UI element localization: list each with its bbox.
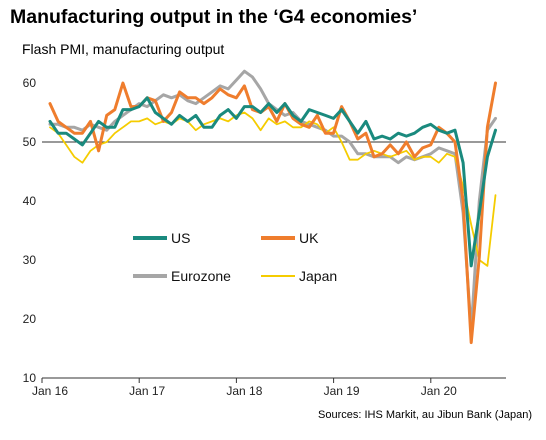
legend-label-eurozone: Eurozone [171,268,231,284]
y-tick-label: 10 [23,371,37,385]
x-tick-label: Jan 20 [421,384,457,398]
axes: 10 20 30 40 50 60 Jan 16 Jan 17 Jan 18 Jan 19 Jan … [23,76,506,398]
y-tick-label: 20 [23,312,37,326]
series-lines [48,69,497,345]
y-tick-label: 50 [23,135,37,149]
y-tick-label: 30 [23,253,37,267]
x-tick-label: Jan 19 [324,384,360,398]
x-tick-label: Jan 18 [226,384,262,398]
series-line-japan [49,111,497,267]
x-tick-label: Jan 16 [32,384,68,398]
legend: US UK Eurozone Japan [133,230,337,284]
legend-label-us: US [171,230,190,246]
source-note: Sources: IHS Markit, au Jibun Bank (Japa… [318,409,532,421]
y-tick-label: 40 [23,194,37,208]
legend-label-uk: UK [299,230,319,246]
legend-label-japan: Japan [299,268,337,284]
x-tick-label: Jan 17 [129,384,165,398]
series-line-us [48,96,497,268]
series-line-uk [48,81,497,345]
y-tick-label: 60 [23,76,37,90]
chart-title: Manufacturing output in the ‘G4 economie… [10,6,418,28]
chart-subtitle: Flash PMI, manufacturing output [22,41,225,57]
